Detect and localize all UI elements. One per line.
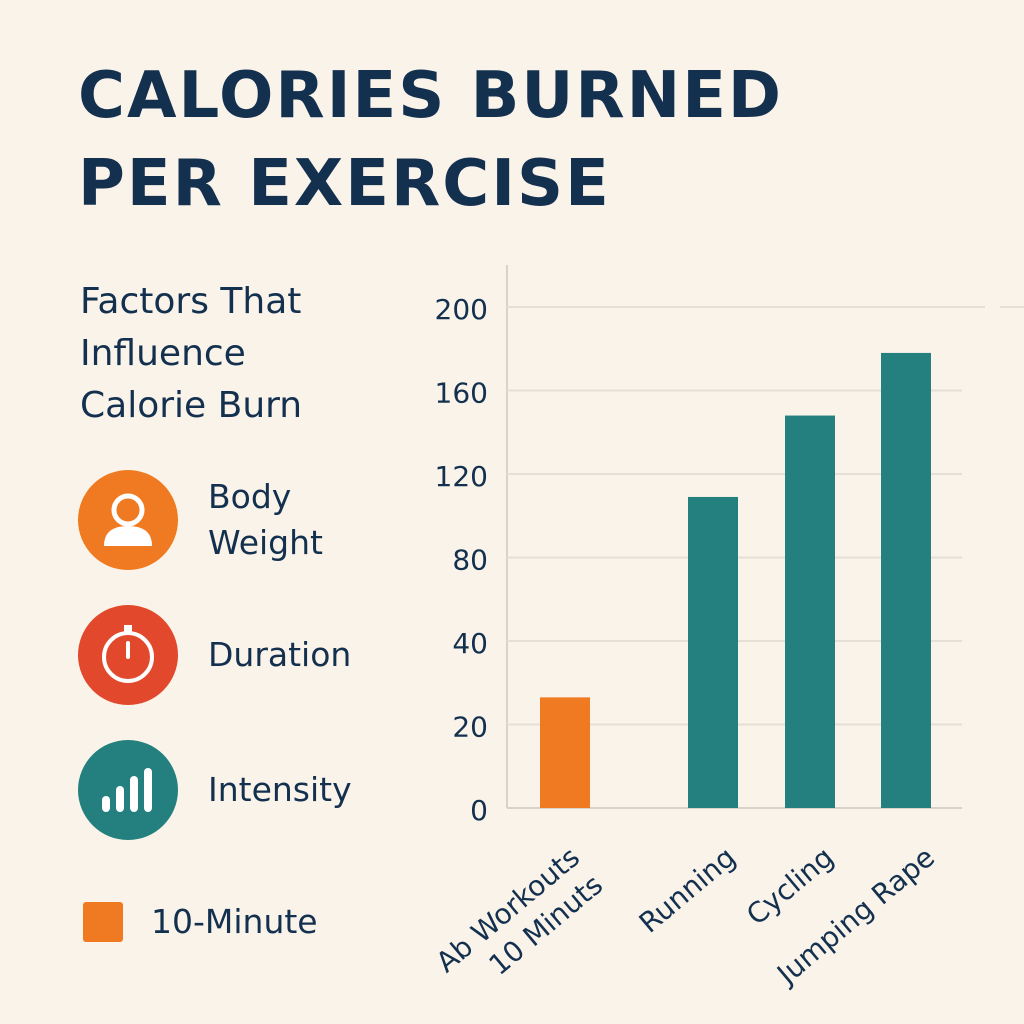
x-tick-label: Cycling: [740, 840, 840, 931]
factors-heading-line-1: Factors That: [80, 281, 302, 322]
y-tick-label: 20: [452, 711, 488, 744]
legend-label: 10-Minute: [151, 902, 318, 941]
factor-duration: Duration: [78, 605, 398, 705]
x-tick-label: Running: [633, 840, 742, 939]
y-tick-label: 80: [452, 544, 488, 577]
factor-label-intensity: Intensity: [208, 770, 352, 809]
bar: [688, 496, 738, 808]
y-tick-label: 0: [470, 794, 488, 827]
title-line-1: CALORIES BURNED: [78, 59, 784, 133]
y-tick-label: 200: [435, 293, 488, 326]
stopwatch-icon: [78, 605, 178, 705]
page-title: CALORIES BURNED PER EXERCISE: [78, 52, 783, 228]
factor-label-body-weight: Body Weight: [208, 477, 323, 562]
title-line-2: PER EXERCISE: [78, 147, 611, 221]
x-tick-label-line: Running: [633, 840, 742, 939]
person-icon: [78, 470, 178, 570]
bar: [785, 415, 835, 808]
factor-intensity: Intensity: [78, 740, 398, 840]
legend-swatch: [83, 902, 123, 942]
legend: 10-Minute: [83, 900, 383, 942]
signal-bars-icon: [78, 740, 178, 840]
factors-heading-line-2: Influence: [80, 333, 246, 374]
bar: [881, 352, 931, 808]
y-tick-label: 160: [435, 377, 488, 410]
factors-heading-line-3: Calorie Burn: [80, 385, 303, 426]
y-tick-label: 120: [435, 460, 488, 493]
bar: [540, 697, 590, 808]
x-tick-label-line: Cycling: [740, 840, 840, 931]
factor-label-duration: Duration: [208, 635, 352, 674]
factors-heading: Factors That Influence Calorie Burn: [80, 276, 302, 432]
y-tick-label: 40: [452, 627, 488, 660]
factor-body-weight: Body Weight: [78, 470, 398, 570]
